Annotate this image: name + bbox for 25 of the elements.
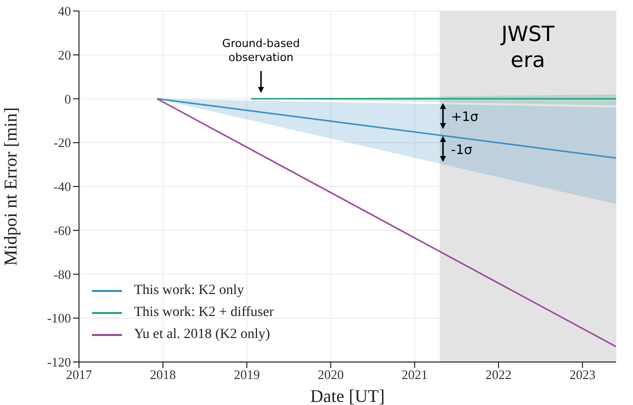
x-tick-label: 2020 xyxy=(318,367,344,382)
y-tick-label: -20 xyxy=(54,135,71,150)
y-tick-label: 20 xyxy=(58,47,71,62)
legend-label: Yu et al. 2018 (K2 only) xyxy=(134,327,270,343)
y-tick-label: 40 xyxy=(58,4,71,19)
x-tick-label: 2022 xyxy=(486,367,512,382)
legend-label: This work: K2 + diffuser xyxy=(134,305,274,321)
x-axis-title: Date [UT] xyxy=(310,386,385,405)
y-tick-label: -40 xyxy=(54,179,71,194)
annotation: +1σ xyxy=(451,110,478,125)
band-label: JWST era xyxy=(499,22,555,72)
x-tick-label: 2018 xyxy=(150,367,176,382)
annotation: Ground-based observation xyxy=(222,37,300,64)
y-tick-label: -60 xyxy=(54,222,71,238)
y-tick-label: -80 xyxy=(54,266,71,282)
legend-label: This work: K2 only xyxy=(134,283,244,299)
x-tick-label: 2023 xyxy=(569,367,596,382)
x-tick-label: 2017 xyxy=(66,367,92,382)
y-tick-label: -120 xyxy=(47,354,71,370)
y-tick-label: -100 xyxy=(47,310,71,326)
y-tick-label: 0 xyxy=(64,91,71,106)
y-axis-title: Midpoi nt Error [min] xyxy=(0,107,20,266)
x-tick-label: 2019 xyxy=(234,367,260,382)
x-tick-label: 2021 xyxy=(402,367,428,382)
annotation: -1σ xyxy=(451,143,472,158)
